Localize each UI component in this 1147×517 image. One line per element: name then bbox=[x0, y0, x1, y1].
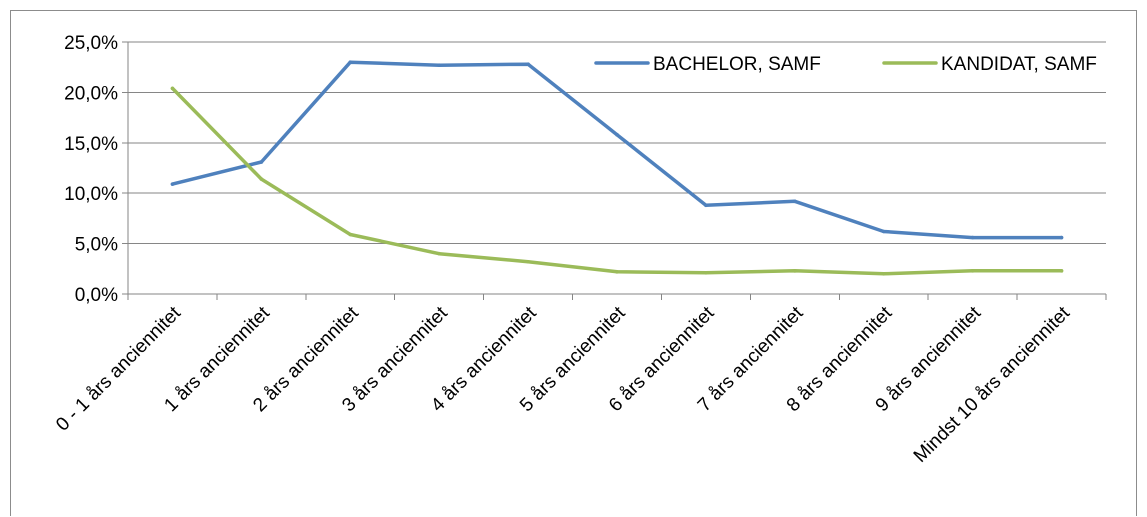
data-point bbox=[348, 60, 353, 64]
series-line-1 bbox=[170, 60, 1064, 240]
data-point bbox=[1059, 235, 1064, 240]
data-point bbox=[526, 62, 530, 66]
data-point bbox=[437, 63, 441, 67]
y-tick-label: 5,0% bbox=[75, 235, 118, 256]
data-point bbox=[1059, 269, 1064, 273]
legend-label: BACHELOR, SAMF bbox=[653, 54, 821, 75]
y-tick-label: 20,0% bbox=[64, 83, 118, 104]
legend: BACHELOR, SAMF KANDIDAT, SAMF bbox=[594, 54, 1097, 75]
series-lines bbox=[170, 60, 1064, 276]
line-chart: 0,0% 5,0% 10,0% 15,0% 20,0% 25,0% 0 - 1 års a… bbox=[52, 33, 1107, 467]
data-point bbox=[259, 160, 264, 164]
data-point bbox=[615, 132, 619, 137]
data-point bbox=[170, 182, 175, 186]
data-point bbox=[970, 269, 975, 273]
data-point bbox=[437, 251, 441, 256]
data-point bbox=[615, 270, 619, 274]
data-point bbox=[259, 177, 264, 181]
gridlines bbox=[128, 41, 1106, 245]
data-point bbox=[881, 229, 886, 234]
data-point bbox=[526, 259, 530, 264]
y-tick-labels: 0,0% 5,0% 10,0% 15,0% 20,0% 25,0% bbox=[64, 33, 118, 306]
data-point bbox=[704, 271, 708, 275]
x-tick-label: Mindst 10 års anciennitet bbox=[910, 302, 1075, 467]
chart-frame: 0,0% 5,0% 10,0% 15,0% 20,0% 25,0% 0 - 1 års a… bbox=[10, 10, 1137, 516]
data-point bbox=[881, 272, 886, 276]
axes bbox=[122, 41, 1107, 300]
y-tick-label: 15,0% bbox=[64, 134, 118, 155]
data-point bbox=[704, 203, 708, 208]
y-tick-label: 10,0% bbox=[64, 184, 118, 205]
data-point bbox=[970, 235, 975, 240]
data-point bbox=[170, 86, 175, 91]
data-point bbox=[793, 269, 797, 273]
y-tick-label: 0,0% bbox=[75, 285, 118, 306]
data-point bbox=[793, 199, 797, 204]
y-tick-label: 25,0% bbox=[64, 33, 118, 54]
x-tick-label: 0 - 1 års anciennitet bbox=[52, 302, 185, 435]
series-line-2 bbox=[170, 86, 1064, 276]
legend-label: KANDIDAT, SAMF bbox=[941, 54, 1097, 75]
data-point bbox=[348, 232, 353, 237]
